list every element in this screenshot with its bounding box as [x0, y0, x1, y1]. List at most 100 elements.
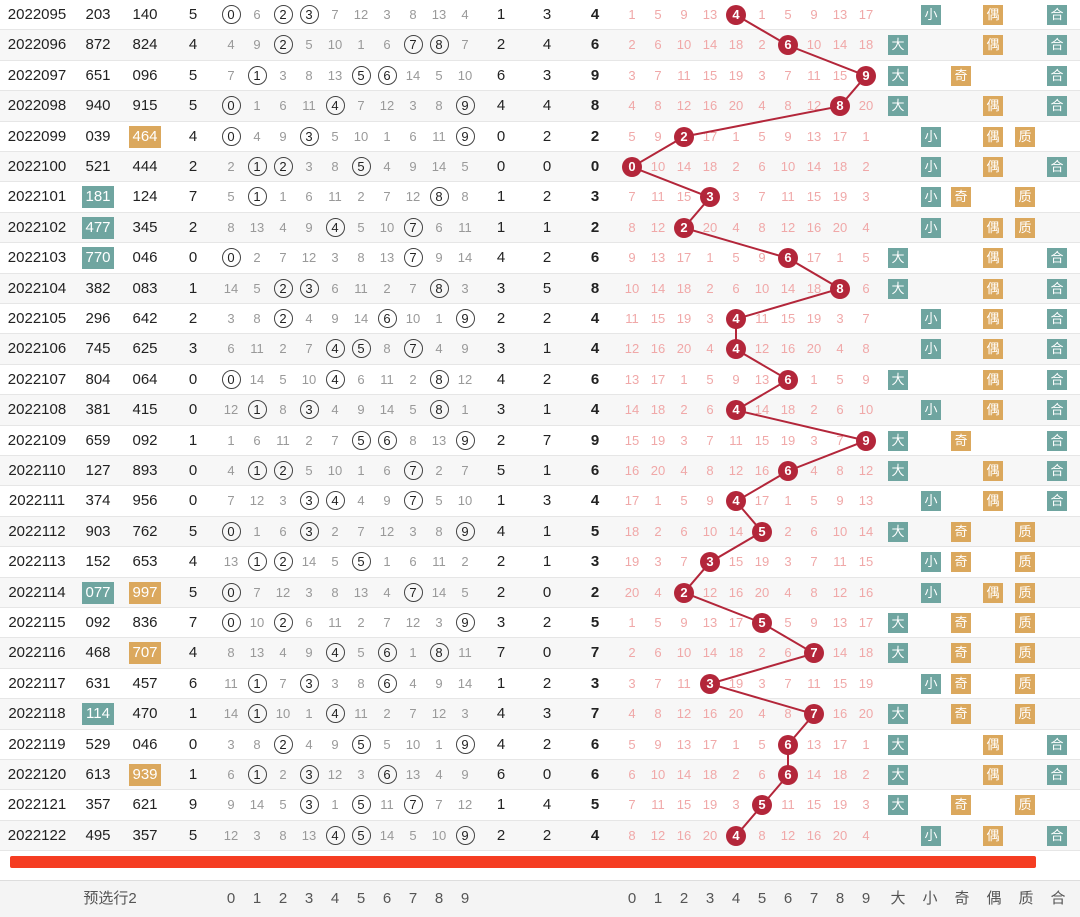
hit-digit: 1 — [247, 765, 267, 784]
span-tail: 2 — [542, 127, 552, 145]
trend-ball: 9 — [856, 430, 876, 451]
digit-cell: 1 — [245, 456, 269, 486]
preselect-digit[interactable]: 2 — [278, 890, 288, 907]
trend-miss: 5 — [784, 615, 792, 630]
preselect-digit[interactable]: 3 — [304, 890, 314, 907]
hit-digit: 3 — [299, 795, 319, 815]
preselect-tag[interactable]: 合 — [1050, 890, 1066, 907]
miss-count: 2 — [409, 371, 417, 387]
hit-digit: 5 — [351, 430, 371, 450]
miss-count: 7 — [331, 7, 339, 22]
attribute-cell: 小 — [918, 669, 944, 699]
attribute-tag: 偶 — [983, 96, 1003, 117]
digit-cell: 7 — [401, 790, 425, 820]
trend-ball: 4 — [726, 5, 746, 25]
trend-miss: 6 — [732, 280, 740, 296]
preselect-digit[interactable]: 1 — [252, 890, 262, 907]
hit-digit: 9 — [455, 126, 475, 146]
miss-count: 3 — [461, 280, 469, 296]
draw-number: 477 — [75, 213, 121, 243]
preselect-tag[interactable]: 质 — [1018, 890, 1034, 907]
trend-miss: 5 — [732, 250, 740, 266]
preselect-tag[interactable]: 奇 — [954, 890, 970, 907]
table-row: 2022103 770 046 0 0 2 7 12 3 8 13 7 9 14 4 2 6 9 13 17 1 5 9 17… — [0, 243, 1080, 274]
trend-ball: 2 — [674, 582, 694, 603]
preselect-digit[interactable]: 7 — [408, 890, 418, 907]
draw-number: 382 — [85, 279, 111, 297]
span-value: 2 — [188, 158, 198, 175]
hit-digit: 0 — [221, 126, 241, 146]
trend-miss: 20 — [806, 341, 822, 357]
preselect-trend-digit[interactable]: 2 — [679, 890, 689, 907]
trend-miss: 9 — [758, 250, 766, 266]
miss-count: 2 — [461, 554, 469, 570]
preselect-digit[interactable]: 6 — [382, 890, 392, 907]
digit-cell: 3 — [297, 0, 321, 30]
trend-miss: 4 — [628, 706, 636, 722]
attribute-tag: 奇 — [951, 673, 971, 694]
hit-digit: 1 — [247, 704, 267, 724]
span-value: 5 — [188, 97, 198, 115]
miss-count: 13 — [223, 554, 239, 570]
attribute-cell: 偶 — [980, 243, 1006, 273]
preselect-trend-digit[interactable]: 9 — [861, 890, 871, 907]
issue-number: 2022104 — [7, 279, 67, 297]
preselect-digit[interactable]: 5 — [356, 890, 366, 907]
trend-miss: 8 — [758, 827, 766, 843]
attribute-cell: 合 — [1044, 61, 1070, 91]
attribute-cell: 大 — [885, 638, 911, 668]
miss-count: 8 — [435, 98, 443, 114]
preselect-digit[interactable]: 0 — [226, 890, 236, 907]
span-tail: 5 — [542, 279, 552, 297]
preselect-tag[interactable]: 小 — [922, 890, 938, 907]
preselect-digit[interactable]: 8 — [434, 890, 444, 907]
preselect-trend-digit[interactable]: 0 — [627, 890, 637, 907]
digit-cell: 5 — [349, 61, 373, 91]
miss-count: 5 — [305, 463, 313, 478]
preselect-tag[interactable]: 大 — [890, 890, 906, 907]
test-number: 470 — [132, 705, 158, 723]
span-tail: 3 — [542, 492, 552, 510]
attribute-tag: 奇 — [951, 552, 971, 573]
miss-count: 9 — [461, 767, 469, 782]
attribute-tag: 偶 — [983, 825, 1003, 846]
preselect-trend-digit[interactable]: 5 — [757, 890, 767, 907]
trend-miss: 13 — [832, 7, 848, 22]
preselect-tag[interactable]: 偶 — [986, 890, 1002, 907]
digit-cell: 7 — [401, 456, 425, 486]
trend-miss: 8 — [810, 584, 818, 600]
miss-count: 8 — [305, 67, 313, 83]
test-number: 096 — [132, 66, 158, 84]
miss-count: 12 — [379, 98, 395, 114]
sum-tail: 7 — [496, 644, 506, 662]
trend-miss: 3 — [758, 67, 766, 83]
preselect-trend-digit[interactable]: 8 — [835, 890, 845, 907]
preselect-trend-digit[interactable]: 3 — [705, 890, 715, 907]
preselect-trend-digit[interactable]: 7 — [809, 890, 819, 907]
trend-miss: 15 — [676, 189, 692, 205]
trend-miss: 3 — [732, 189, 740, 205]
preselect-digit[interactable]: 9 — [460, 890, 470, 907]
miss-count: 1 — [227, 432, 235, 448]
preselect-digit[interactable]: 4 — [330, 890, 340, 907]
attribute-cell: 质 — [1012, 517, 1038, 547]
hit-digit: 5 — [351, 734, 371, 754]
miss-count: 14 — [379, 402, 395, 418]
trend-miss: 19 — [832, 797, 848, 813]
trend-miss: 5 — [836, 371, 844, 387]
preselect-trend-digit[interactable]: 4 — [731, 890, 741, 907]
attribute-cell: 偶 — [980, 30, 1006, 60]
test-number: 824 — [132, 36, 158, 54]
preselect-trend-digit[interactable]: 6 — [783, 890, 793, 907]
trend-miss: 14 — [780, 280, 796, 296]
miss-count: 6 — [383, 37, 391, 53]
preselect-trend-digit[interactable]: 1 — [653, 890, 663, 907]
digit-cell: 7 — [401, 243, 425, 273]
hit-digit: 9 — [455, 613, 475, 632]
miss-count: 12 — [379, 523, 395, 539]
miss-count: 3 — [435, 615, 443, 630]
draw-number: 872 — [85, 36, 111, 54]
trend-miss: 10 — [858, 402, 874, 418]
hit-digit: 0 — [221, 613, 241, 632]
